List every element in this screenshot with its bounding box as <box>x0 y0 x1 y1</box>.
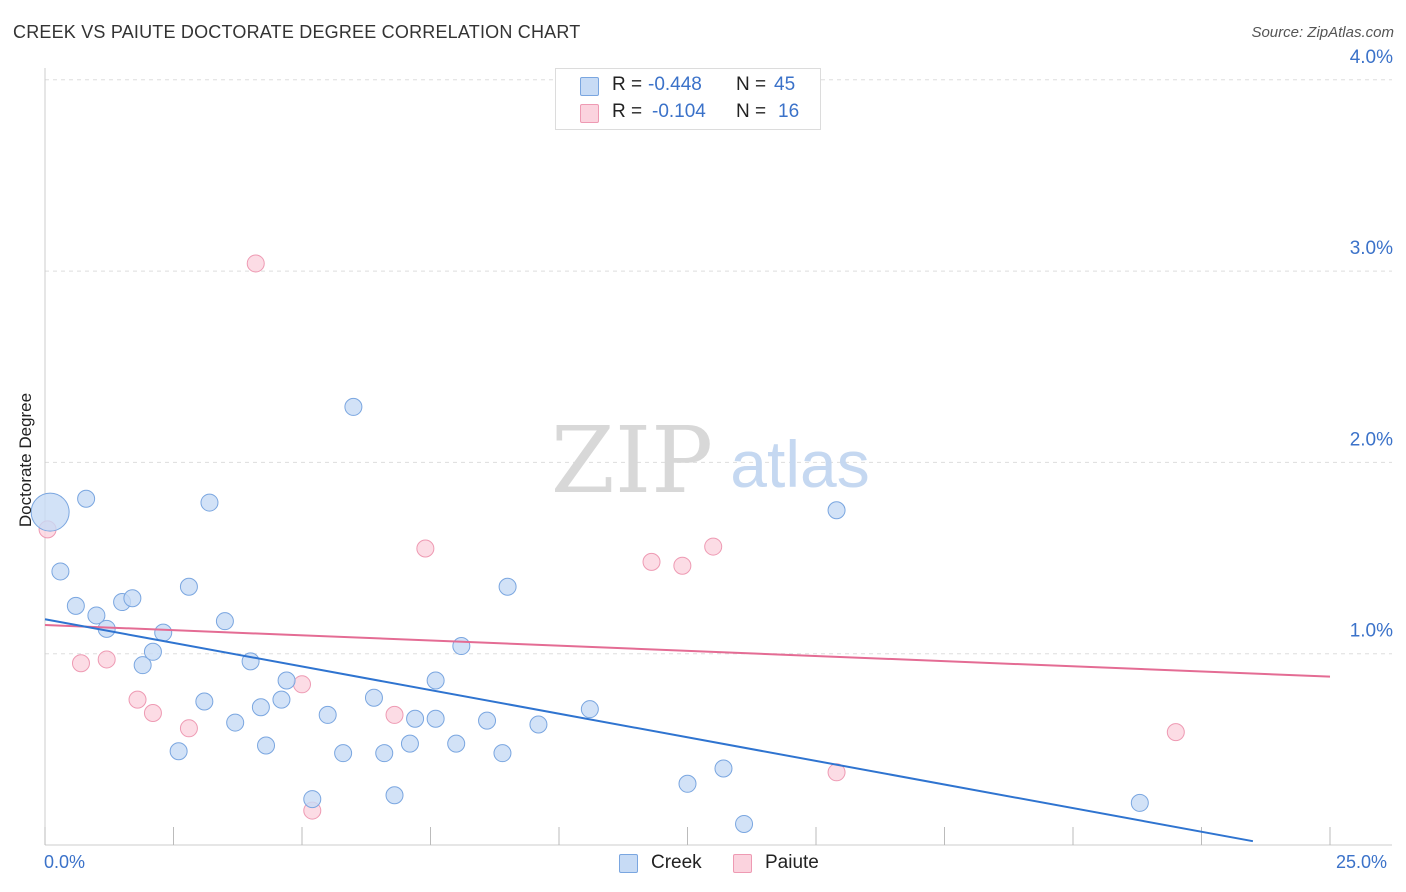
creek-point <box>735 814 754 833</box>
legend-item-paiute[interactable]: Paiute <box>733 851 843 877</box>
creek-point <box>493 744 512 763</box>
watermark-atlas: atlas <box>730 427 869 501</box>
grid-lines <box>45 79 1392 655</box>
creek-point <box>154 623 173 642</box>
creek-point <box>1130 793 1149 812</box>
creek-point <box>277 671 296 690</box>
creek-point <box>452 637 471 656</box>
stats-row-creek: R = -0.448 N = 45 <box>580 74 820 100</box>
legend-swatch-creek <box>619 854 638 873</box>
r-label: R = <box>612 74 643 95</box>
creek-point <box>133 656 152 675</box>
creek-point <box>179 577 198 596</box>
creek-point <box>426 709 445 728</box>
y-axis-label: Doctorate Degree <box>16 392 35 528</box>
paiute-point <box>128 690 147 709</box>
creek-point <box>77 489 96 508</box>
creek-point <box>344 397 363 416</box>
paiute-point <box>71 654 90 673</box>
creek-point <box>385 786 404 805</box>
creek-point <box>447 734 466 753</box>
axes <box>44 68 1392 846</box>
creek-points <box>30 397 1149 833</box>
creek-point <box>303 790 322 809</box>
n-value: 45 <box>774 74 796 95</box>
paiute-trend-line <box>44 624 1331 678</box>
stats-box: R = -0.448 N = 45 R = -0.104 N = 16 <box>555 68 821 130</box>
paiute-swatch <box>580 104 599 123</box>
creek-point <box>87 606 106 625</box>
creek-point <box>169 742 188 761</box>
creek-point <box>375 744 394 763</box>
creek-point <box>143 642 162 661</box>
creek-point <box>678 774 697 793</box>
creek-trend-line <box>44 618 1254 843</box>
trend-lines <box>44 618 1331 843</box>
paiute-point <box>179 719 198 738</box>
y-tick-label: 4.0% <box>1350 47 1393 68</box>
creek-point <box>226 713 245 732</box>
legend-item-creek[interactable]: Creek <box>619 851 719 877</box>
y-tick-label: 2.0% <box>1350 429 1393 450</box>
creek-point <box>272 690 291 709</box>
creek-point <box>123 589 142 608</box>
paiute-point <box>673 556 692 575</box>
r-value: -0.448 <box>648 74 702 95</box>
paiute-point <box>97 650 116 669</box>
paiute-point <box>642 552 661 571</box>
creek-point <box>334 744 353 763</box>
stats-row-paiute: R = -0.104 N = 16 <box>580 101 820 127</box>
creek-point <box>498 577 517 596</box>
paiute-point <box>704 537 723 556</box>
creek-point <box>51 562 70 581</box>
creek-point <box>714 759 733 778</box>
creek-swatch <box>580 77 599 96</box>
watermark: ZIP atlas <box>551 407 870 514</box>
creek-point <box>529 715 548 734</box>
x-tick-max: 25.0% <box>1336 852 1388 872</box>
creek-point <box>406 709 425 728</box>
paiute-point <box>246 254 265 273</box>
paiute-point <box>1166 723 1185 742</box>
creek-point <box>215 612 234 631</box>
r-label: R = <box>612 101 643 122</box>
creek-point <box>364 688 383 707</box>
creek-point <box>30 492 70 532</box>
y-tick-label: 1.0% <box>1350 621 1393 642</box>
chart-title: CREEK VS PAIUTE DOCTORATE DEGREE CORRELA… <box>13 22 581 42</box>
creek-point <box>478 711 497 730</box>
source-note: Source: ZipAtlas.com <box>1251 24 1394 41</box>
creek-point <box>251 698 270 717</box>
legend-label-paiute: Paiute <box>765 852 819 873</box>
x-tick-min: 0.0% <box>44 852 86 872</box>
n-label: N = <box>736 74 767 95</box>
n-label: N = <box>736 101 767 122</box>
creek-point <box>318 705 337 724</box>
creek-point <box>580 700 599 719</box>
paiute-point <box>143 704 162 723</box>
creek-point <box>400 734 419 753</box>
paiute-point <box>416 539 435 558</box>
creek-point <box>426 671 445 690</box>
y-tick-label: 3.0% <box>1350 238 1393 259</box>
watermark-zip: ZIP <box>551 407 713 514</box>
creek-point <box>827 501 846 520</box>
creek-point <box>200 493 219 512</box>
r-value: -0.104 <box>652 101 706 122</box>
legend-swatch-paiute <box>733 854 752 873</box>
paiute-point <box>293 675 311 694</box>
creek-point <box>257 736 276 755</box>
paiute-point <box>385 705 404 724</box>
n-value: 16 <box>778 101 800 122</box>
legend-label-creek: Creek <box>651 852 702 873</box>
creek-point <box>66 596 85 615</box>
creek-point <box>195 692 214 711</box>
y-tick-labels: 1.0% 2.0% 3.0% 4.0% <box>1350 47 1393 642</box>
paiute-points <box>38 254 1185 820</box>
